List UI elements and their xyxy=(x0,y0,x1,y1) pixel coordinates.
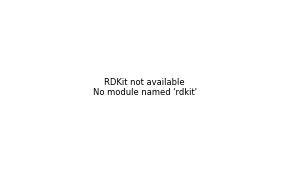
Text: RDKit not available
No module named 'rdkit': RDKit not available No module named 'rdk… xyxy=(92,78,197,97)
